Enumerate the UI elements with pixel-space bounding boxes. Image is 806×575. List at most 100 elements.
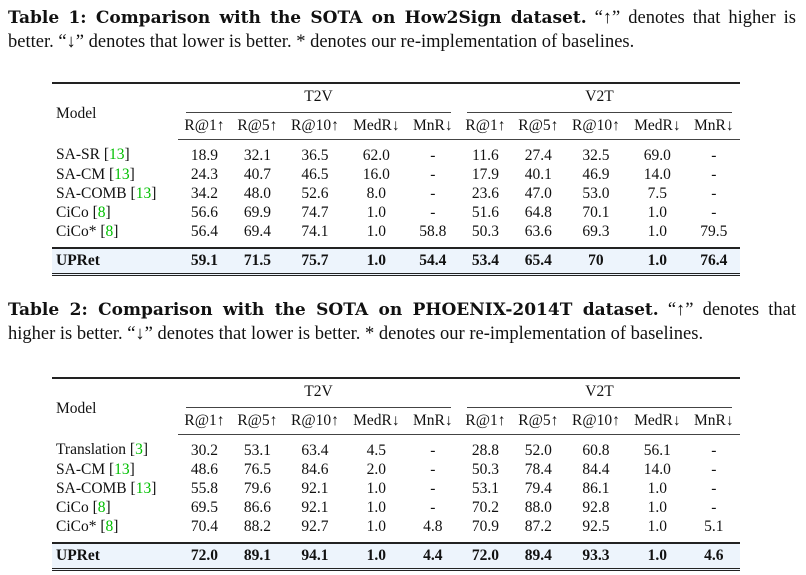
citation-link[interactable]: 8 bbox=[97, 498, 106, 516]
value-cell: 16.0 bbox=[362, 165, 390, 183]
value-cell: - bbox=[711, 441, 717, 459]
value-cell: - bbox=[711, 146, 717, 164]
value-cell: 79.4 bbox=[524, 479, 552, 497]
value-cell: 70 bbox=[564, 247, 628, 276]
value-cell: 92.8 bbox=[582, 498, 610, 516]
table-row: CiCo* [8] 70.4 88.2 92.7 1.0 4.8 70.9 87.2 92.5 1… bbox=[52, 517, 740, 543]
value-cell: 50.3 bbox=[471, 460, 499, 478]
value-cell: 40.7 bbox=[243, 165, 271, 183]
citation-link[interactable]: 13 bbox=[108, 146, 125, 164]
value-cell: 53.1 bbox=[243, 441, 271, 459]
value-cell: 40.1 bbox=[524, 165, 552, 183]
table-row: SA-COMB [13] 55.8 79.6 92.1 1.0 - 53.1 79.4 86.1… bbox=[52, 479, 740, 498]
citation-link[interactable]: 8 bbox=[97, 203, 106, 221]
value-cell: - bbox=[430, 165, 436, 183]
value-cell: 93.3 bbox=[564, 542, 628, 571]
value-cell: 74.7 bbox=[301, 203, 329, 221]
value-cell: 24.3 bbox=[190, 165, 219, 183]
model-cell: SA-COMB [13] bbox=[56, 184, 157, 202]
model-name: UPRet bbox=[52, 247, 178, 276]
citation-link[interactable]: 13 bbox=[135, 184, 152, 202]
value-cell: 4.5 bbox=[366, 441, 387, 459]
results-table: Model T2V V2T R@1↑ R@5↑ R@10↑ MedR↓ MnR↓ R@1↑ R@5… bbox=[52, 82, 740, 276]
table-row: SA-CM [13] 24.3 40.7 46.5 16.0 - 17.9 40.1 46.9 1… bbox=[52, 165, 740, 184]
value-cell: 84.4 bbox=[582, 460, 610, 478]
value-cell: 50.3 bbox=[471, 222, 499, 240]
model-cell: SA-CM [13] bbox=[56, 165, 135, 183]
value-cell: 92.5 bbox=[582, 517, 610, 535]
value-cell: 1.0 bbox=[647, 203, 667, 221]
metric-header: R@1↑ bbox=[458, 113, 512, 140]
value-cell: 51.6 bbox=[471, 203, 499, 221]
value-cell: 59.1 bbox=[178, 247, 231, 276]
citation-link[interactable]: 3 bbox=[135, 441, 143, 459]
metric-header: MedR↓ bbox=[346, 113, 407, 140]
value-cell: 56.4 bbox=[190, 222, 219, 240]
table-row: SA-CM [13] 48.6 76.5 84.6 2.0 - 50.3 78.4 84.4 14… bbox=[52, 460, 740, 479]
value-cell: 92.7 bbox=[301, 517, 329, 535]
model-name: CiCo* bbox=[56, 517, 97, 535]
value-cell: 86.6 bbox=[243, 498, 271, 516]
citation-link[interactable]: 8 bbox=[105, 517, 114, 535]
caption-text: “↑” denotes that higher is better. “↓” d… bbox=[8, 300, 796, 344]
value-cell: 70.1 bbox=[582, 203, 610, 221]
value-cell: 1.0 bbox=[346, 542, 407, 571]
value-cell: 70.2 bbox=[471, 498, 499, 516]
model-name: Translation bbox=[56, 441, 127, 459]
value-cell: - bbox=[430, 441, 436, 459]
value-cell: 55.8 bbox=[190, 479, 219, 497]
metric-header: R@1↑ bbox=[458, 408, 512, 435]
value-cell: 75.7 bbox=[283, 247, 347, 276]
value-cell: - bbox=[711, 184, 717, 202]
metric-header: R@5↑ bbox=[230, 113, 284, 140]
table-row: CiCo [8] 69.5 86.6 92.1 1.0 - 70.2 88.0 92.8 1.0 - bbox=[52, 498, 740, 517]
citation-link[interactable]: 13 bbox=[114, 460, 130, 478]
model-name: SA-CM bbox=[56, 460, 106, 478]
value-cell: 56.1 bbox=[643, 441, 671, 459]
value-cell: 23.6 bbox=[471, 184, 499, 202]
metric-header: MedR↓ bbox=[627, 408, 688, 435]
value-cell: 1.0 bbox=[366, 498, 387, 516]
value-cell: 52.6 bbox=[301, 184, 329, 202]
value-cell: 69.3 bbox=[582, 222, 610, 240]
metric-header: R@5↑ bbox=[511, 408, 565, 435]
value-cell: 79.5 bbox=[700, 222, 728, 240]
value-cell: 69.5 bbox=[190, 498, 219, 516]
value-cell: 53.0 bbox=[582, 184, 610, 202]
value-cell: 4.6 bbox=[687, 542, 740, 571]
citation-link[interactable]: 8 bbox=[105, 222, 114, 240]
value-cell: - bbox=[430, 146, 436, 164]
group-label: V2T bbox=[466, 379, 732, 408]
metric-header: R@10↑ bbox=[564, 113, 628, 140]
value-cell: 76.4 bbox=[687, 247, 740, 276]
value-cell: 74.1 bbox=[301, 222, 329, 240]
model-cell: SA-COMB [13] bbox=[56, 479, 157, 497]
value-cell: 2.0 bbox=[366, 460, 387, 478]
value-cell: 56.6 bbox=[190, 203, 219, 221]
value-cell: 1.0 bbox=[647, 222, 667, 240]
value-cell: - bbox=[430, 498, 436, 516]
value-cell: 14.0 bbox=[643, 460, 671, 478]
value-cell: 72.0 bbox=[178, 542, 231, 571]
table-row: Translation [3] 30.2 53.1 63.4 4.5 - 28.8 52.0 6… bbox=[52, 435, 740, 461]
results-table: Model T2V V2T R@1↑ R@5↑ R@10↑ MedR↓ MnR↓ R@1↑ R@5… bbox=[52, 377, 740, 571]
value-cell: 58.8 bbox=[419, 222, 447, 240]
value-cell: - bbox=[711, 165, 717, 183]
model-header: Model bbox=[56, 104, 97, 122]
model-cell: SA-CM [13] bbox=[56, 460, 135, 478]
value-cell: 70.4 bbox=[190, 517, 219, 535]
value-cell: 7.5 bbox=[647, 184, 667, 202]
model-name: CiCo bbox=[56, 498, 89, 516]
table-caption: Table 2: Comparison with the SOTA on PHO… bbox=[8, 298, 796, 346]
value-cell: 1.0 bbox=[627, 247, 688, 276]
ours-row: UPRet 59.1 71.5 75.7 1.0 54.4 53.4 65.4 70 1.0 76.… bbox=[52, 247, 740, 276]
metric-header: R@10↑ bbox=[283, 113, 347, 140]
value-cell: 17.9 bbox=[471, 165, 499, 183]
value-cell: 1.0 bbox=[647, 479, 667, 497]
citation-link[interactable]: 13 bbox=[135, 479, 152, 497]
value-cell: 1.0 bbox=[366, 203, 387, 221]
metric-header: R@1↑ bbox=[178, 113, 231, 140]
value-cell: - bbox=[711, 498, 717, 516]
value-cell: 84.6 bbox=[301, 460, 329, 478]
citation-link[interactable]: 13 bbox=[114, 165, 130, 183]
